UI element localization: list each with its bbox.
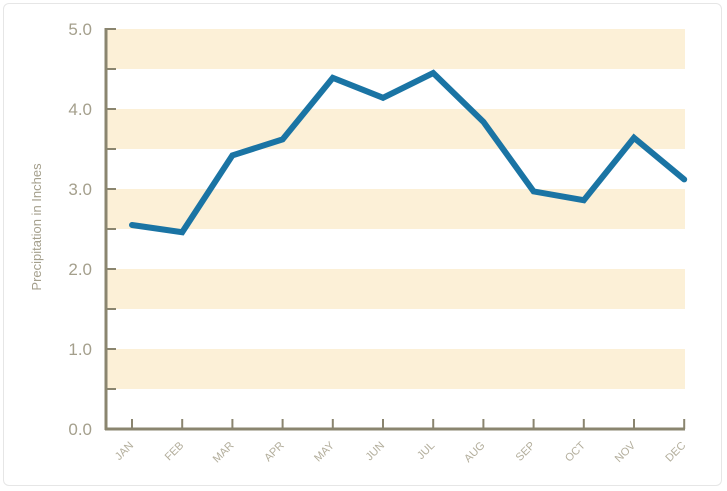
x-tick-label-sep: SEP [514,440,538,464]
axes [104,28,686,431]
y-tick-label: 0.0 [68,420,92,439]
x-tick-label-apr: APR [262,440,287,465]
background-bands [106,29,685,389]
x-tick-label-nov: NOV [613,439,639,465]
series-line-0 [129,69,688,236]
x-tick-label-jan: JAN [113,440,136,463]
y-tick-labels: 0.0 1.0 2.0 3.0 4.0 5.0 [68,20,92,439]
band-3 [106,109,685,149]
x-tick-label-mar: MAR [211,440,237,466]
x-tick-labels: JAN FEB MAR APR MAY JUN JUL AUG SEP OCT NOV DEC [113,439,688,465]
x-tick-label-aug: AUG [462,440,487,465]
band-0 [106,349,685,389]
band-4 [106,29,685,69]
y-tick-label: 3.0 [68,180,92,199]
band-2 [106,189,685,229]
y-axis-label: Precipitation in Inches [29,163,44,291]
y-tick-label: 5.0 [68,20,92,39]
x-tick-label-dec: DEC [663,440,688,465]
chart-frame [3,3,722,486]
y-tick-label: 2.0 [68,260,92,279]
band-1 [106,269,685,309]
series-group [129,69,688,236]
x-tick-label-may: MAY [312,439,337,464]
y-tick-label: 4.0 [68,100,92,119]
x-tick-label-oct: OCT [563,439,588,464]
x-tick-label-jul: JUL [415,440,437,462]
y-tick-label: 1.0 [68,340,92,359]
x-tick-label-feb: FEB [163,440,187,464]
x-tick-label-jun: JUN [364,440,388,464]
